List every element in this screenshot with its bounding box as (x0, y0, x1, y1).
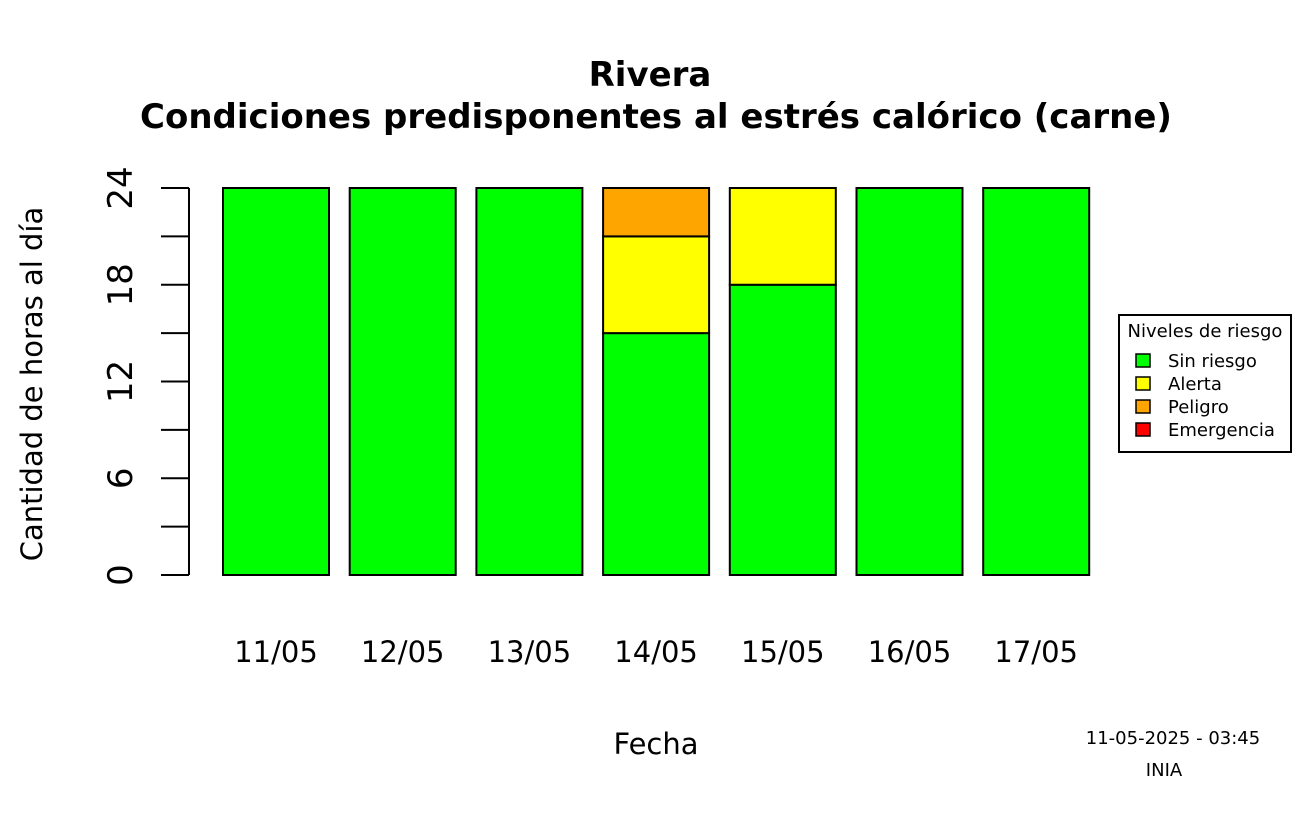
y-axis-label: Cantidad de horas al día (15, 207, 49, 562)
bar-segment-sin-riesgo (982, 187, 1091, 576)
footer-source: INIA (1146, 760, 1183, 781)
bar-segment-sin-riesgo (728, 283, 837, 576)
y-tick-label: 24 (101, 166, 141, 209)
legend-swatch (1135, 353, 1151, 368)
legend-label: Peligro (1168, 397, 1229, 418)
x-tick-label: 13/05 (488, 635, 572, 669)
legend-swatch (1135, 422, 1151, 437)
bar-segment-sin-riesgo (602, 332, 711, 576)
bar-segment-peligro (602, 187, 711, 238)
bar-segment-alerta (602, 235, 711, 335)
x-tick-label: 14/05 (614, 635, 698, 669)
x-tick-labels: 11/05 12/05 13/05 14/05 15/05 16/05 17/05 (234, 635, 1078, 669)
chart-title: Rivera (589, 55, 712, 95)
legend-swatch (1135, 376, 1151, 391)
chart-subtitle: Condiciones predisponentes al estrés cal… (140, 97, 1172, 137)
bars (222, 187, 1091, 576)
legend: Niveles de riesgo Sin riesgoAlertaPeligr… (1118, 314, 1292, 453)
legend-box (1118, 314, 1292, 453)
footer-timestamp: 11-05-2025 - 03:45 (1086, 728, 1260, 749)
legend-title: Niveles de riesgo (1128, 321, 1283, 342)
legend-swatch (1135, 399, 1151, 414)
x-tick-label: 16/05 (868, 635, 952, 669)
bar-segment-alerta (728, 187, 837, 286)
y-tick-label: 18 (101, 263, 141, 306)
y-tick-label: 6 (101, 467, 141, 489)
bar-segment-sin-riesgo (475, 187, 584, 576)
x-tick-label: 11/05 (234, 635, 318, 669)
bar-segment-sin-riesgo (222, 187, 330, 576)
legend-label: Alerta (1168, 374, 1222, 395)
x-axis-label: Fecha (613, 727, 698, 761)
y-tick-label: 0 (101, 564, 141, 586)
legend-label: Emergencia (1168, 420, 1275, 441)
legend-label: Sin riesgo (1168, 351, 1257, 372)
x-tick-label: 15/05 (741, 635, 825, 669)
bar-segment-sin-riesgo (348, 187, 457, 576)
x-tick-label: 17/05 (994, 635, 1078, 669)
y-tick-label: 12 (101, 360, 141, 403)
x-tick-label: 12/05 (361, 635, 445, 669)
bar-segment-sin-riesgo (855, 187, 964, 576)
y-axis: 0 6 12 18 24 (101, 166, 190, 586)
